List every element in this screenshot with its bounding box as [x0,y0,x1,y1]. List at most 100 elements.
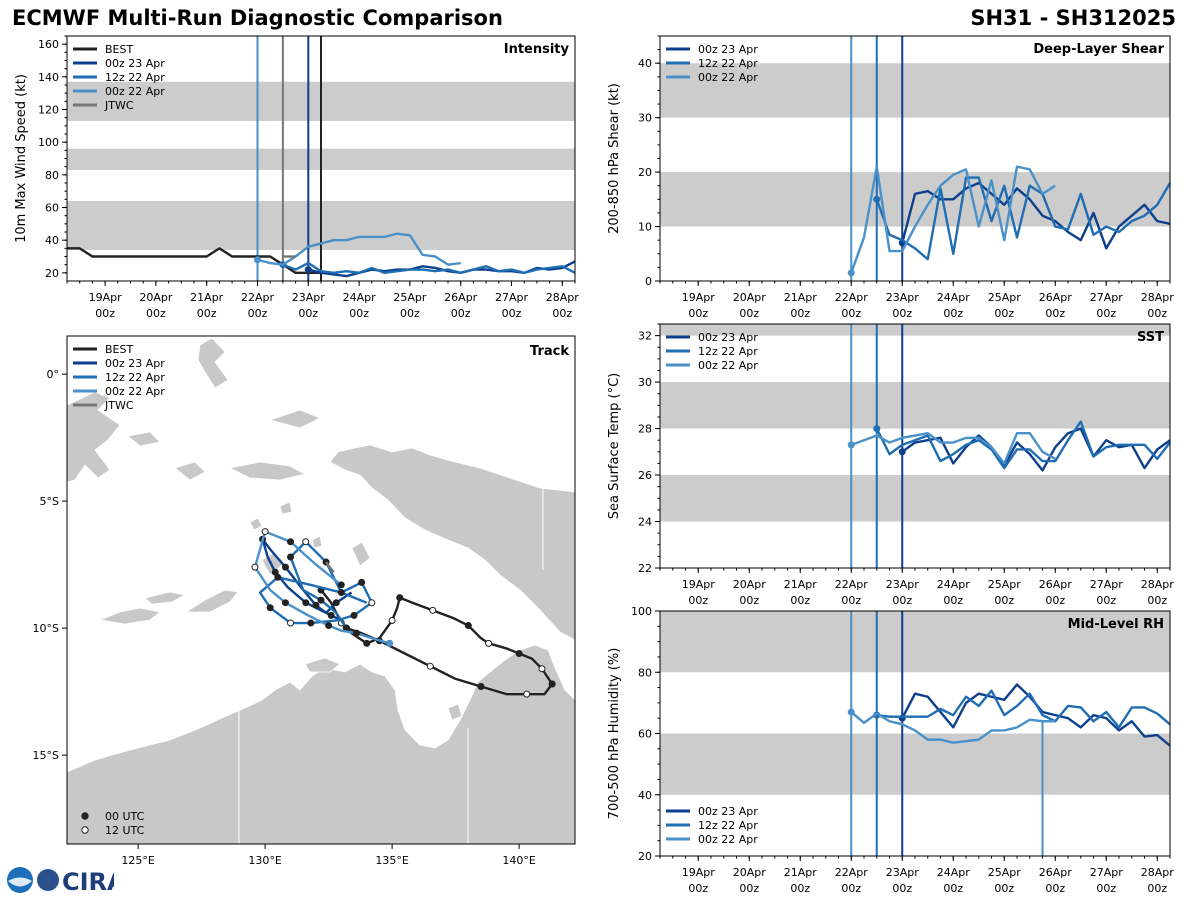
land-sulawesi [67,391,121,483]
track-point-marker [337,581,345,589]
cira-logo: CIRA [7,867,114,896]
x-tick-label: 00z [790,882,810,895]
x-tick-label: 00z [298,307,318,320]
legend-label: JTWC [104,99,134,112]
x-tick-label: 19Apr [682,866,716,879]
track-start-marker [386,639,394,647]
land-buru [174,461,206,481]
y-tick-label: 20 [45,267,59,280]
track-point-marker [337,589,345,597]
track-panel: 125°E 130°E 135°E 140°E 0° 5°S 10°S 15°S Track BE… [33,335,576,867]
legend-label: 00z 22 Apr [698,833,758,846]
track-point-marker [523,690,531,698]
y-tick-label: 28 [638,423,652,436]
x-tick-label: 00z [1147,882,1167,895]
intensity-panel: 20 40 60 80 100 120 140 160 19Apr 00z 20Apr 00z 21Ap… [14,35,579,320]
x-tick-label: 22Apr [835,866,869,879]
track-point-marker [426,662,434,670]
x-tick-label: 26Apr [1039,291,1073,304]
shade-band [660,172,1170,227]
land-misool [268,409,321,429]
x-tick-label: 00z [943,882,963,895]
x-tick-label: 23Apr [292,291,326,304]
series-start-marker [847,708,855,716]
x-tick-label: 00z [1096,594,1116,607]
series-start-marker [873,425,881,433]
x-tick-label: 00z [349,307,369,320]
map-land [67,337,575,844]
logo-wordmark: CIRA [62,868,114,896]
legend-label: 12z 22 Apr [105,71,165,84]
shear-panel: 0 10 20 30 40 19Apr 00z 20Apr 00z 21Apr 00z 22Apr 00… [607,35,1174,320]
track-point-marker [548,680,556,688]
x-tick-label: 25Apr [988,578,1022,591]
track-point-marker [317,596,325,604]
track-point-marker [261,528,269,536]
series-line-00z-22-apr [850,711,1056,744]
panel-title: Deep-Layer Shear [1033,42,1164,57]
legend-label: BEST [105,43,133,56]
marker-legend-symbol [81,826,89,834]
y-axis-label: 200-850 hPa Shear (kt) [607,83,622,234]
x-tick-label: 28Apr [1141,578,1175,591]
x-tick-label: 22Apr [241,291,275,304]
y-tick-label: 26 [638,469,652,482]
panel-title: SST [1137,330,1164,345]
x-tick-label: 00z [841,594,861,607]
x-tick-label: 20Apr [733,578,767,591]
y-tick-label: 100 [38,136,59,149]
track-point-marker [281,563,289,571]
track-point-marker [429,606,437,614]
x-tick-label: 00z [1045,594,1065,607]
x-tick-label: 00z [790,594,810,607]
track-point-marker [464,622,472,630]
track-point-marker [287,619,295,627]
x-tick-label: 27Apr [1090,578,1124,591]
y-tick-label: 10 [638,221,652,234]
track-point-marker [368,599,376,607]
x-tick-label: 00z [1045,882,1065,895]
land-new-guinea [329,444,575,641]
land-australia [67,644,575,844]
shade-band [660,475,1170,522]
legend-label: 12z 22 Apr [105,371,165,384]
legend-label: 00z 23 Apr [698,805,758,818]
x-tick-label: 00z [790,307,810,320]
x-tick-label: 21Apr [784,866,818,879]
y-axis-label: 700-500 hPa Humidity (%) [607,648,622,820]
y-tick-label: 24 [638,516,652,529]
y-tick-label: 30 [638,112,652,125]
track-point-marker [281,599,289,607]
y-tick-label: 32 [638,330,652,343]
legend-label: 00z 23 Apr [105,357,165,370]
track-point-marker [327,611,335,619]
legend-label: 12z 22 Apr [698,345,758,358]
y-tick-label: 80 [45,169,59,182]
x-tick-label: 00z [451,307,471,320]
legend-label: 00z 23 Apr [698,43,758,56]
x-tick-label: 27Apr [1090,866,1124,879]
track-point-marker [358,578,366,586]
track-point-marker [251,563,259,571]
x-tick-label: 26Apr [444,291,478,304]
y-tick-label: 20 [638,850,652,863]
x-tick-label: 00z [994,594,1014,607]
map-borders [238,442,544,844]
track-point-marker [302,599,310,607]
track-point-marker [287,538,295,546]
x-tick-label: 00z [739,594,759,607]
marker-legend-symbol [81,812,89,820]
x-tick-label: 20Apr [733,291,767,304]
x-tick-label: 00z [400,307,420,320]
x-tick-label: 20Apr [733,866,767,879]
x-tick-label: 21Apr [784,578,818,591]
series-line-12z-22-apr [875,420,1171,470]
series-start-marker [847,269,855,277]
series-line-00z-23-apr [901,427,1171,472]
land-timor [184,589,239,613]
x-tick-label: 00z [688,307,708,320]
series-start-marker [898,448,906,456]
land-flores [144,591,187,605]
series-line-00z-23-apr [901,181,1171,250]
y-axis-label: 10m Max Wind Speed (kt) [14,74,29,243]
